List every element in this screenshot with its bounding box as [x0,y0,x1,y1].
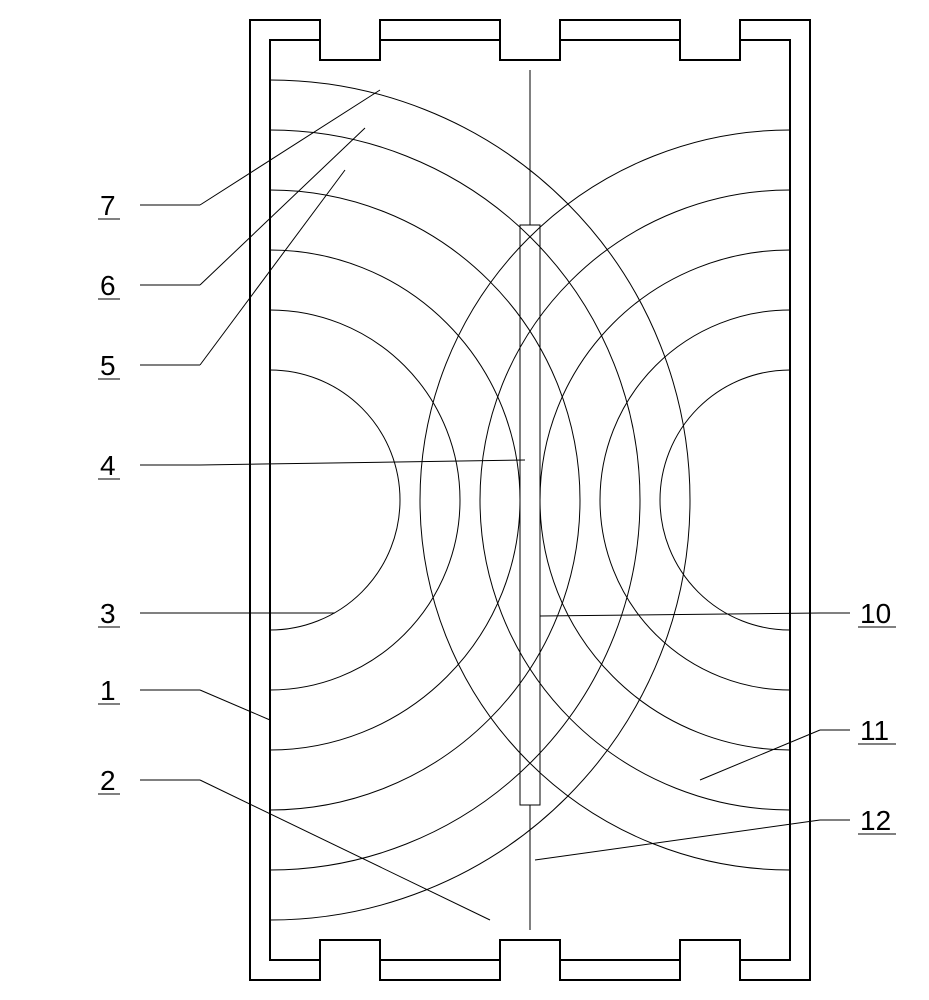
center-rod [520,225,540,805]
label-1: 1 [100,675,270,720]
label-text-1: 1 [100,675,116,706]
label-text-2: 2 [100,765,116,796]
label-text-7: 7 [100,190,116,221]
label-text-3: 3 [100,598,116,629]
label-12: 12 [535,805,891,860]
label-4: 4 [100,450,525,481]
label-11: 11 [700,715,889,780]
label-text-11: 11 [860,715,889,746]
label-2: 2 [100,765,490,920]
label-text-5: 5 [100,350,116,381]
label-7: 7 [100,90,380,221]
label-10: 10 [540,598,891,629]
technical-diagram: 7654312101112 [0,0,929,1000]
label-text-10: 10 [860,598,891,629]
label-text-4: 4 [100,450,116,481]
label-5: 5 [100,170,345,381]
label-text-6: 6 [100,270,116,301]
label-6: 6 [100,128,365,301]
label-text-12: 12 [860,805,891,836]
label-3: 3 [100,598,335,629]
